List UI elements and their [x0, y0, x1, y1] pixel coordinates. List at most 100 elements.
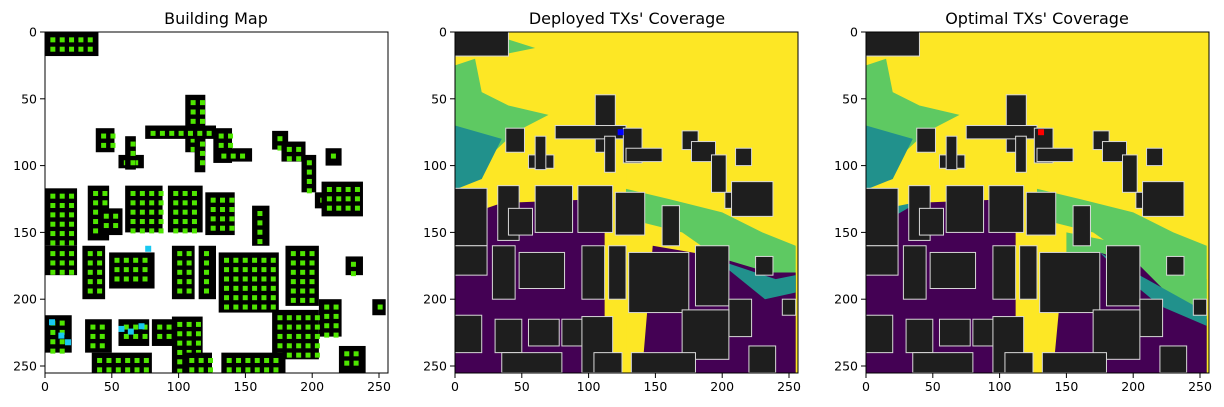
deployed-coverage-frame: [454, 31, 799, 374]
building: [748, 345, 777, 373]
candidate-tx-marker: [149, 190, 155, 196]
y-tick-label: 250: [13, 359, 37, 374]
candidate-tx-marker: [230, 153, 236, 159]
candidate-tx-marker: [206, 130, 212, 136]
candidate-tx-marker: [290, 251, 296, 257]
candidate-tx-marker: [199, 150, 205, 156]
candidate-tx-marker: [233, 295, 239, 301]
candidate-tx-marker: [286, 156, 292, 162]
candidate-tx-marker: [252, 295, 258, 301]
candidate-tx-marker: [59, 46, 65, 52]
candidate-tx-marker: [330, 153, 336, 159]
candidate-tx-marker: [102, 190, 108, 196]
candidate-tx-marker: [90, 324, 96, 330]
candidate-tx-marker: [203, 251, 209, 257]
building: [338, 345, 366, 373]
x-tick-label: 0: [41, 379, 49, 394]
candidate-tx-marker: [123, 267, 129, 273]
building: [534, 135, 547, 171]
candidate-tx-marker: [210, 207, 216, 213]
candidate-tx-marker: [314, 324, 320, 330]
building: [491, 245, 516, 300]
coverage-zone: [455, 125, 502, 190]
optimal-coverage-image: [866, 32, 1208, 373]
x-tick-label: 150: [233, 379, 257, 394]
candidate-tx-marker: [69, 193, 75, 199]
building: [1004, 352, 1034, 373]
candidate-tx-marker: [97, 288, 103, 294]
candidate-tx-marker: [87, 279, 93, 285]
candidate-tx-marker: [177, 288, 183, 294]
candidate-tx-marker: [277, 136, 283, 142]
candidate-tx-marker: [199, 160, 205, 166]
candidate-tx-marker: [286, 315, 292, 321]
candidate-tx-marker: [130, 150, 136, 156]
candidate-tx-marker: [177, 331, 183, 337]
candidate-tx-marker: [228, 133, 234, 139]
candidate-tx-marker: [134, 357, 140, 363]
candidate-tx-marker: [210, 216, 216, 222]
candidate-tx-marker: [50, 329, 56, 335]
candidate-tx-marker: [133, 333, 139, 339]
candidate-tx-marker: [336, 186, 342, 192]
building: [1015, 135, 1027, 173]
x-tick-label: 250: [777, 379, 801, 394]
candidate-tx-marker: [261, 276, 267, 282]
candidate-tx-marker: [97, 260, 103, 266]
building: [992, 245, 1017, 300]
y-tick-label: 50: [21, 91, 37, 106]
candidate-tx-marker: [290, 260, 296, 266]
candidate-tx-marker: [114, 276, 120, 282]
candidate-tx-marker: [224, 304, 230, 310]
candidate-tx-marker: [336, 196, 342, 202]
candidate-tx-marker: [277, 333, 283, 339]
candidate-tx-marker: [186, 331, 192, 337]
candidate-tx-marker: [286, 146, 292, 152]
building: [694, 245, 730, 307]
candidate-tx-marker: [242, 285, 248, 291]
y-tick-label: 250: [423, 359, 447, 374]
x-tick-label: 50: [514, 379, 530, 394]
candidate-tx-marker: [309, 279, 315, 285]
candidate-tx-marker: [242, 295, 248, 301]
building: [1036, 147, 1074, 163]
building: [1142, 181, 1185, 217]
candidate-tx-marker: [290, 269, 296, 275]
candidate-tx-marker: [106, 357, 112, 363]
candidate-tx-marker: [290, 297, 296, 303]
candidate-tx-marker: [195, 331, 201, 337]
deployed-tx-marker: [138, 323, 145, 330]
candidate-tx-marker: [78, 37, 84, 43]
optimal-coverage-panel: 0 0 50 50 100 100 150 150 200 200 250 250: [834, 25, 1212, 395]
candidate-tx-marker: [270, 295, 276, 301]
candidate-tx-marker: [142, 276, 148, 282]
candidate-tx-marker: [130, 141, 136, 147]
candidate-tx-marker: [261, 267, 267, 273]
building: [938, 318, 971, 347]
candidate-tx-marker: [50, 339, 56, 345]
candidate-tx-marker: [353, 351, 359, 357]
candidate-tx-marker: [296, 146, 302, 152]
candidate-tx-marker: [177, 260, 183, 266]
deployed-coverage-axes: 0 0 50 50 100 100 150 150 200 200 250 250: [423, 25, 801, 395]
deployed-tx-marker: [58, 332, 65, 339]
candidate-tx-marker: [305, 352, 311, 358]
candidate-tx-marker: [199, 100, 205, 106]
candidate-tx-marker: [50, 348, 56, 354]
y-tick-label: 150: [13, 225, 37, 240]
x-tick-label: 100: [988, 379, 1012, 394]
x-tick-label: 150: [643, 379, 667, 394]
candidate-tx-marker: [59, 193, 65, 199]
optimal-coverage-frame: [865, 31, 1210, 374]
y-tick-label: 0: [850, 25, 858, 40]
candidate-tx-marker: [226, 367, 232, 373]
x-tick-label: 250: [1188, 379, 1212, 394]
candidate-tx-marker: [182, 219, 188, 225]
panel-title-building-map: Building Map: [164, 9, 268, 28]
candidate-tx-marker: [309, 269, 315, 275]
building: [1101, 141, 1128, 163]
candidate-tx-marker: [277, 315, 283, 321]
building: [918, 207, 944, 236]
candidate-tx-marker: [306, 160, 312, 166]
candidate-tx-marker: [203, 279, 209, 285]
